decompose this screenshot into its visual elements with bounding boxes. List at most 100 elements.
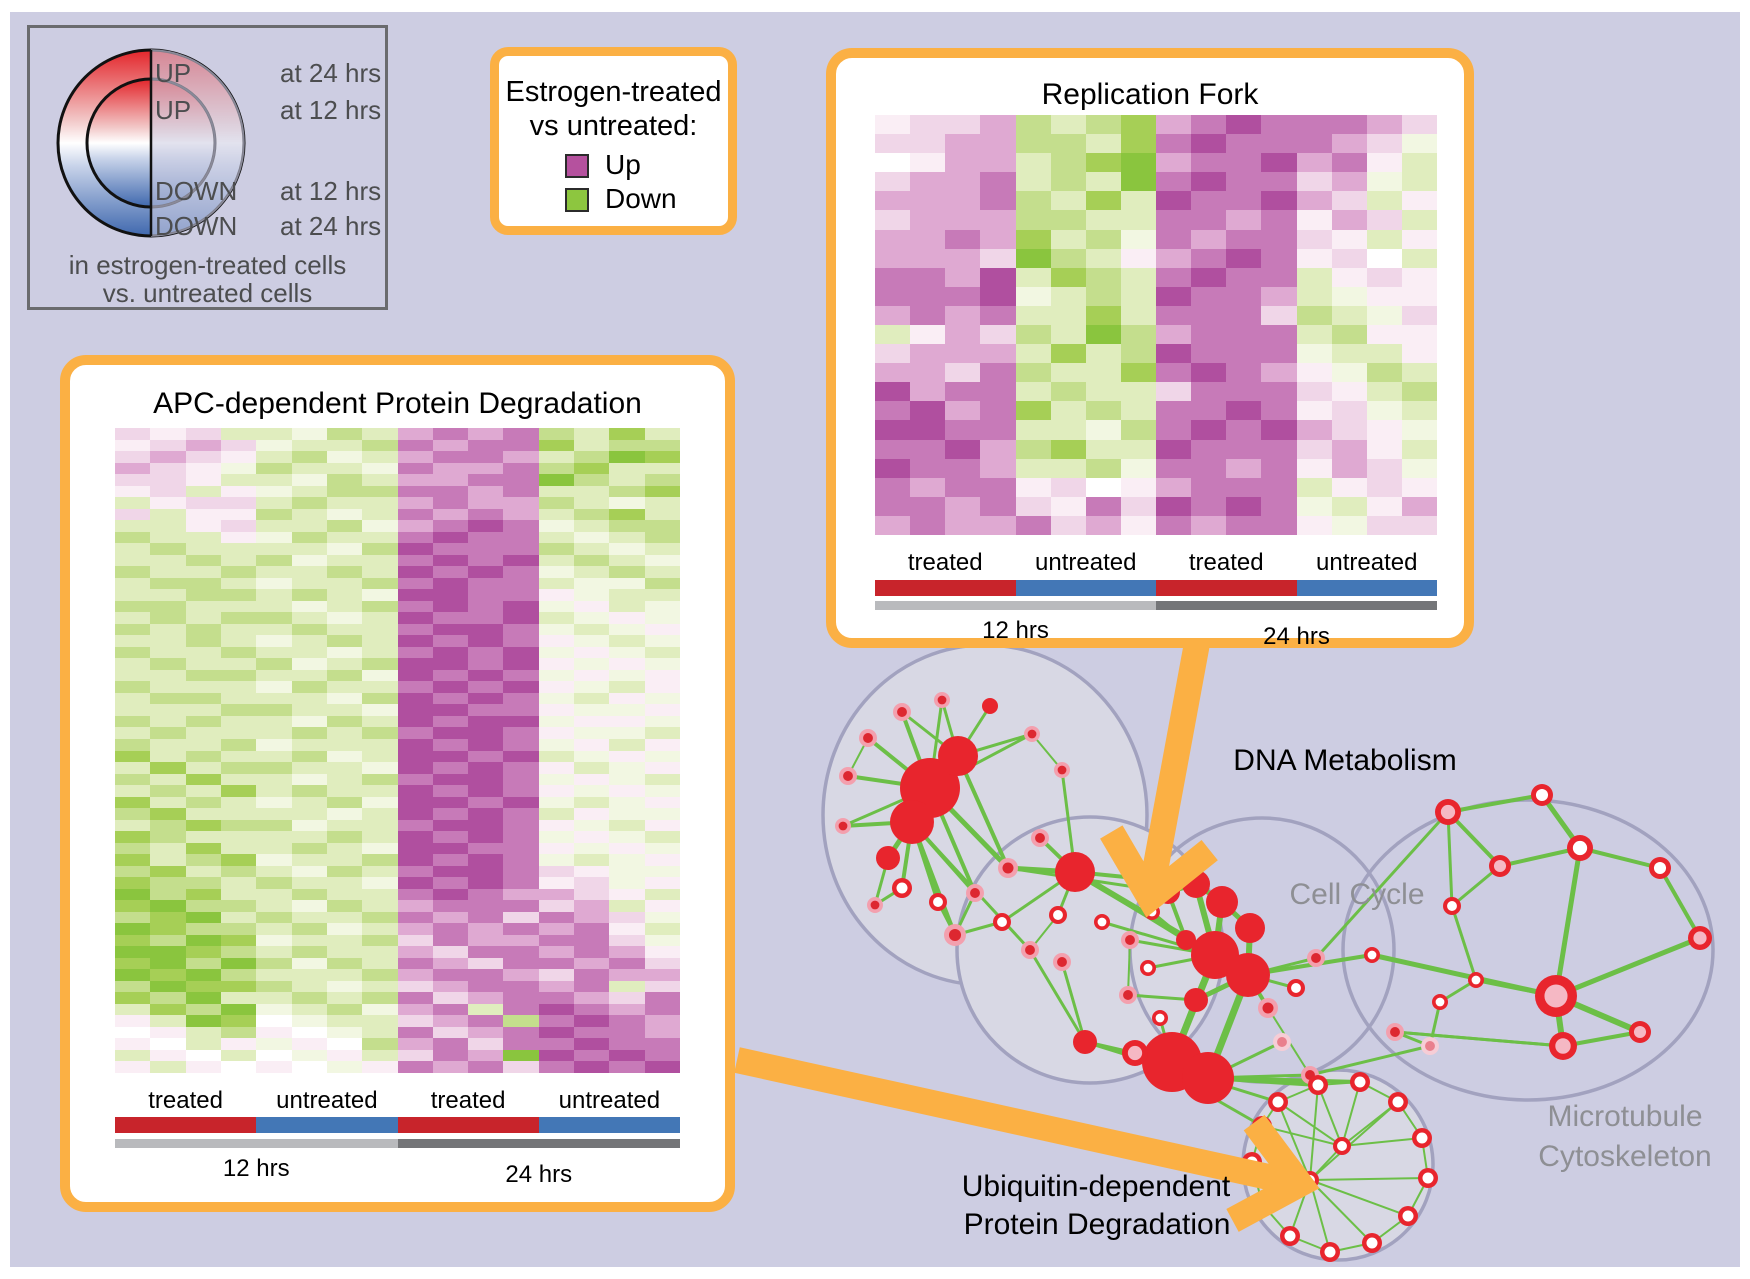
heatmap-cell (644, 969, 680, 981)
heatmap-cell (432, 635, 469, 647)
heatmap-cell (644, 692, 680, 705)
heatmap-cell (256, 865, 292, 878)
heatmap-cell (291, 520, 327, 532)
heatmap-cell (644, 612, 680, 624)
heatmap-cell (574, 877, 610, 889)
heatmap-cell (432, 520, 469, 532)
heatmap-cell (115, 727, 151, 739)
heatmap-cell (220, 1026, 257, 1039)
heatmap-cell (574, 1003, 610, 1016)
heatmap-cell (432, 589, 469, 601)
heatmap-cell (115, 1026, 151, 1039)
heatmap-cell (945, 439, 981, 459)
heatmap-cell (468, 1003, 504, 1016)
heatmap-cell (220, 727, 257, 739)
heatmap-cell (644, 462, 680, 475)
heatmap-cell (609, 508, 645, 521)
heatmap-cell (644, 1061, 680, 1073)
heatmap-cell (397, 1061, 433, 1073)
heatmap-cell (220, 923, 257, 935)
heatmap-cell (115, 808, 151, 820)
heatmap-cell (1331, 401, 1367, 421)
heatmap-cell (910, 344, 946, 364)
heatmap-cell (1120, 420, 1156, 440)
heatmap-cell (362, 785, 398, 797)
heatmap-cell (432, 911, 469, 924)
heatmap-cell (910, 496, 946, 516)
heatmap-cell (326, 589, 363, 601)
heatmap-cell (185, 831, 221, 843)
heatmap-cell (220, 980, 257, 993)
heatmap-cell (326, 934, 363, 947)
heatmap-cell (538, 462, 575, 475)
heatmap-cell (945, 248, 981, 268)
heatmap-cell (326, 808, 363, 820)
heatmap-cell (980, 305, 1016, 325)
heatmap-cell (1120, 172, 1156, 192)
heatmap-cell (1120, 134, 1156, 154)
heatmap-cell (1296, 515, 1332, 535)
heatmap-cell (875, 305, 911, 325)
heatmap-cell (432, 773, 469, 786)
heatmap-cell (115, 992, 151, 1004)
heatmap-cell (326, 428, 363, 440)
heatmap-cell (256, 508, 292, 521)
heatmap-cell (150, 934, 186, 947)
heatmap-cell (220, 543, 257, 555)
heatmap-cell (115, 462, 151, 475)
heatmap-cell (1261, 458, 1297, 478)
heatmap-cell (1366, 363, 1402, 383)
heatmap-cell (291, 474, 327, 486)
heatmap-cell (362, 1049, 398, 1062)
heatmap-cell (503, 1061, 539, 1073)
heatmap-cell (326, 1038, 363, 1050)
group-label-treated-0: treated (148, 1087, 223, 1114)
heatmap-cell (609, 877, 645, 889)
heatmap-cell (538, 796, 575, 809)
heatmap-cell (185, 589, 221, 601)
heatmap-cell (644, 1026, 680, 1039)
heatmap-cell (220, 831, 257, 843)
heatmap-cell (980, 191, 1016, 211)
heatmap-cell (1015, 229, 1051, 249)
heatmap-cell (220, 520, 257, 532)
heatmap-cell (503, 1003, 539, 1016)
heatmap-cell (468, 934, 504, 947)
heatmap-cell (115, 612, 151, 624)
heatmap-cell (1366, 267, 1402, 287)
heatmap-cell (538, 727, 575, 739)
heatmap-cell (609, 646, 645, 659)
heatmap-cell (1261, 477, 1297, 497)
heatmap-cell (326, 980, 363, 993)
heatmap-cell (397, 669, 433, 682)
heatmap-cell (644, 1038, 680, 1050)
heatmap-cell (1015, 115, 1051, 135)
heatmap-cell (326, 600, 363, 613)
heatmap-cell (1050, 420, 1086, 440)
heatmap-cell (150, 681, 186, 693)
heatmap-cell (538, 785, 575, 797)
heatmap-cell (538, 485, 575, 498)
group-label-untreated-3: untreated (1316, 549, 1418, 576)
heatmap-cell (115, 554, 151, 567)
heatmap-cell (150, 428, 186, 440)
heatmap-cell (150, 923, 186, 935)
heatmap-cell (644, 808, 680, 820)
heatmap-cell (503, 451, 539, 463)
heatmap-cell (468, 773, 504, 786)
heatmap-cell (362, 577, 398, 590)
heatmap-cell (1401, 515, 1437, 535)
heatmap-cell (1226, 439, 1262, 459)
heatmap-cell (1015, 134, 1051, 154)
heatmap-cell (326, 508, 363, 521)
heatmap-cell (468, 1038, 504, 1050)
heatmap-cell (326, 520, 363, 532)
heatmap-cell (115, 543, 151, 555)
heatmap-cell (1366, 477, 1402, 497)
heatmap-cell (220, 715, 257, 728)
heatmap-cell (609, 992, 645, 1004)
heatmap-cell (1331, 267, 1367, 287)
heatmap-cell (115, 831, 151, 843)
network-label-microtubule: Microtubule (1547, 1100, 1703, 1133)
heatmap-cell (432, 854, 469, 866)
